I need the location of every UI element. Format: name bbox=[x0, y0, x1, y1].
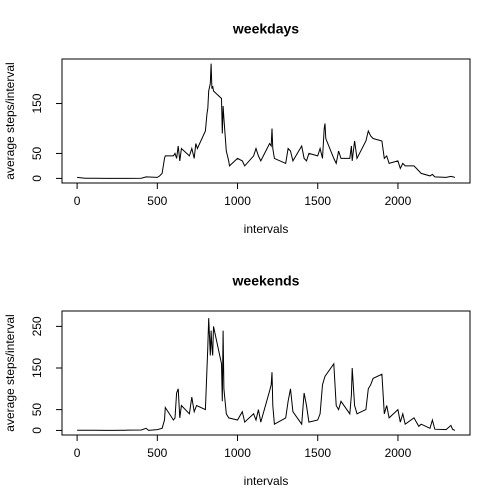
y-tick-label: 250 bbox=[30, 316, 44, 336]
x-tick-label: 1500 bbox=[304, 446, 331, 460]
x-tick-label: 2000 bbox=[385, 446, 412, 460]
plot-box bbox=[61, 58, 471, 184]
plot-box bbox=[61, 310, 471, 436]
y-tick-label: 0 bbox=[30, 427, 44, 434]
y-axis-label: average steps/interval bbox=[3, 62, 17, 179]
x-axis-label: intervals bbox=[244, 474, 289, 488]
y-axis-label: average steps/interval bbox=[3, 314, 17, 431]
x-tick-label: 2000 bbox=[385, 194, 412, 208]
x-tick-label: 1000 bbox=[224, 446, 251, 460]
y-tick-label: 150 bbox=[30, 358, 44, 378]
x-tick-label: 0 bbox=[74, 194, 81, 208]
x-tick-label: 1000 bbox=[224, 194, 251, 208]
y-tick-label: 50 bbox=[30, 146, 44, 160]
x-tick-label: 1500 bbox=[304, 194, 331, 208]
x-tick-label: 500 bbox=[147, 446, 167, 460]
x-axis-label: intervals bbox=[244, 222, 289, 236]
chart-title: weekends bbox=[232, 273, 300, 289]
y-tick-label: 150 bbox=[30, 93, 44, 113]
y-tick-label: 50 bbox=[30, 403, 44, 417]
x-tick-label: 500 bbox=[147, 194, 167, 208]
data-line bbox=[77, 318, 456, 431]
data-line bbox=[77, 63, 456, 179]
y-tick-label: 0 bbox=[30, 175, 44, 182]
chart-title: weekdays bbox=[232, 21, 299, 37]
x-tick-label: 0 bbox=[74, 446, 81, 460]
